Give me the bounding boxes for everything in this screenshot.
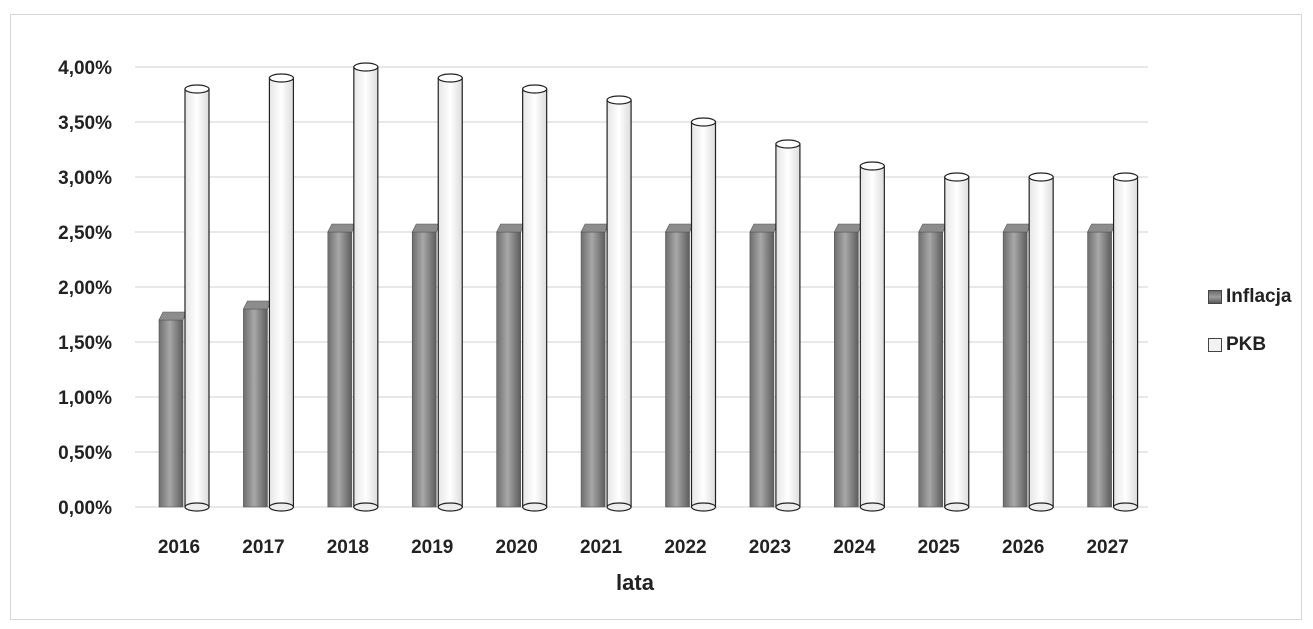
bar-pkb-base xyxy=(353,502,379,512)
bar-pkb xyxy=(353,66,379,508)
x-tick-label: 2025 xyxy=(918,537,961,558)
legend-item-inflacja: Inflacja xyxy=(1208,286,1291,308)
x-tick-label: 2021 xyxy=(580,537,623,558)
y-axis-ticks: 0,00% 0,50% 1,00% 1,50% 2,00% 2,50% 3,00% 3,50%… xyxy=(58,58,112,519)
bar-inflacja-top xyxy=(242,300,272,310)
bar-pkb-base xyxy=(437,502,463,512)
x-tick-label: 2019 xyxy=(411,537,453,558)
bar-inflacja-top xyxy=(327,223,357,233)
bars xyxy=(158,62,1139,512)
bar-inflacja xyxy=(749,231,775,508)
bar-pkb-base xyxy=(268,502,295,512)
bar-pkb-top xyxy=(353,62,379,72)
bar-inflacja-top xyxy=(1002,223,1032,233)
bar-inflacja-top xyxy=(411,223,441,233)
bar-inflacja-top xyxy=(918,223,948,233)
legend-swatch-pkb xyxy=(1208,338,1222,352)
bar-inflacja xyxy=(665,231,690,508)
bar-inflacja-top xyxy=(1087,223,1117,233)
legend-swatch-inflacja xyxy=(1208,290,1222,304)
bar-pkb-base xyxy=(184,502,210,512)
y-tick-label: 0,00% xyxy=(58,498,112,519)
bar-pkb-top xyxy=(522,84,548,94)
bar-pkb-top xyxy=(690,117,717,127)
x-axis-ticks: 2016 2017 2018 2019 2020 2021 2022 2023 2024 2025… xyxy=(158,537,1129,558)
y-tick-label: 1,00% xyxy=(58,388,112,409)
bar-pkb xyxy=(775,143,801,508)
y-tick-label: 3,50% xyxy=(58,113,112,134)
y-tick-label: 4,00% xyxy=(58,58,112,79)
legend: Inflacja PKB xyxy=(1208,286,1291,382)
bar-pkb xyxy=(437,77,463,508)
bar-pkb xyxy=(859,165,885,508)
bar-pkb-top xyxy=(1028,172,1054,182)
bar-inflacja xyxy=(1002,231,1028,508)
bar-inflacja xyxy=(918,231,944,508)
bar-pkb-top xyxy=(1112,172,1139,182)
y-tick-label: 3,00% xyxy=(58,168,112,189)
x-tick-label: 2023 xyxy=(749,537,791,558)
bar-inflacja-top xyxy=(580,223,610,233)
bar-inflacja-top xyxy=(665,223,694,233)
x-tick-label: 2017 xyxy=(242,537,284,558)
bar-inflacja xyxy=(834,231,859,508)
bar-inflacja xyxy=(158,319,184,508)
bar-pkb-base xyxy=(1028,502,1054,512)
bar-pkb xyxy=(944,176,970,508)
bar-inflacja xyxy=(243,308,268,508)
bar-pkb-base xyxy=(944,502,970,512)
y-tick-label: 2,00% xyxy=(58,278,112,299)
bar-pkb-base xyxy=(606,502,632,512)
y-tick-label: 1,50% xyxy=(58,333,112,354)
bar-inflacja-top xyxy=(749,223,779,233)
chart-frame xyxy=(10,14,1302,620)
bar-pkb-top xyxy=(437,73,463,83)
x-tick-label: 2027 xyxy=(1086,537,1128,558)
bar-pkb-top xyxy=(859,161,885,171)
x-tick-label: 2024 xyxy=(833,537,876,558)
legend-label-inflacja: Inflacja xyxy=(1226,286,1292,307)
x-tick-label: 2016 xyxy=(158,537,200,558)
legend-label-pkb: PKB xyxy=(1226,334,1267,355)
bar-inflacja-top xyxy=(158,311,188,321)
bar-pkb xyxy=(606,99,632,508)
legend-item-pkb: PKB xyxy=(1208,334,1291,356)
bar-pkb-top xyxy=(184,84,210,94)
bar-inflacja xyxy=(1087,231,1112,508)
x-tick-label: 2026 xyxy=(1002,537,1044,558)
bar-pkb-top xyxy=(268,73,295,83)
bar-pkb xyxy=(184,88,210,508)
y-tick-label: 2,50% xyxy=(58,223,112,244)
grid-lines xyxy=(135,66,1148,508)
bar-pkb-base xyxy=(690,502,717,512)
x-tick-label: 2020 xyxy=(496,537,538,558)
bar-inflacja xyxy=(327,231,353,508)
bar-pkb-base xyxy=(1112,502,1139,512)
x-axis-title: lata xyxy=(616,570,655,595)
bar-pkb xyxy=(1112,176,1139,508)
x-tick-label: 2018 xyxy=(327,537,369,558)
bar-pkb xyxy=(268,77,295,508)
bar-pkb xyxy=(690,121,717,508)
bar-inflacja-top xyxy=(496,223,526,233)
x-tick-label: 2022 xyxy=(664,537,706,558)
bar-pkb-top xyxy=(944,172,970,182)
bar-inflacja xyxy=(496,231,521,508)
bar-inflacja-top xyxy=(833,223,863,233)
bar-pkb-top xyxy=(606,95,632,105)
bar-inflacja xyxy=(580,231,606,508)
bar-pkb-base xyxy=(775,502,801,512)
y-tick-label: 0,50% xyxy=(58,443,112,464)
bar-pkb xyxy=(1028,176,1054,508)
bar-inflacja xyxy=(411,231,437,508)
bar-pkb-base xyxy=(522,502,548,512)
bar-pkb xyxy=(522,88,548,508)
bar-pkb-base xyxy=(859,502,885,512)
bar-pkb-top xyxy=(775,139,801,149)
